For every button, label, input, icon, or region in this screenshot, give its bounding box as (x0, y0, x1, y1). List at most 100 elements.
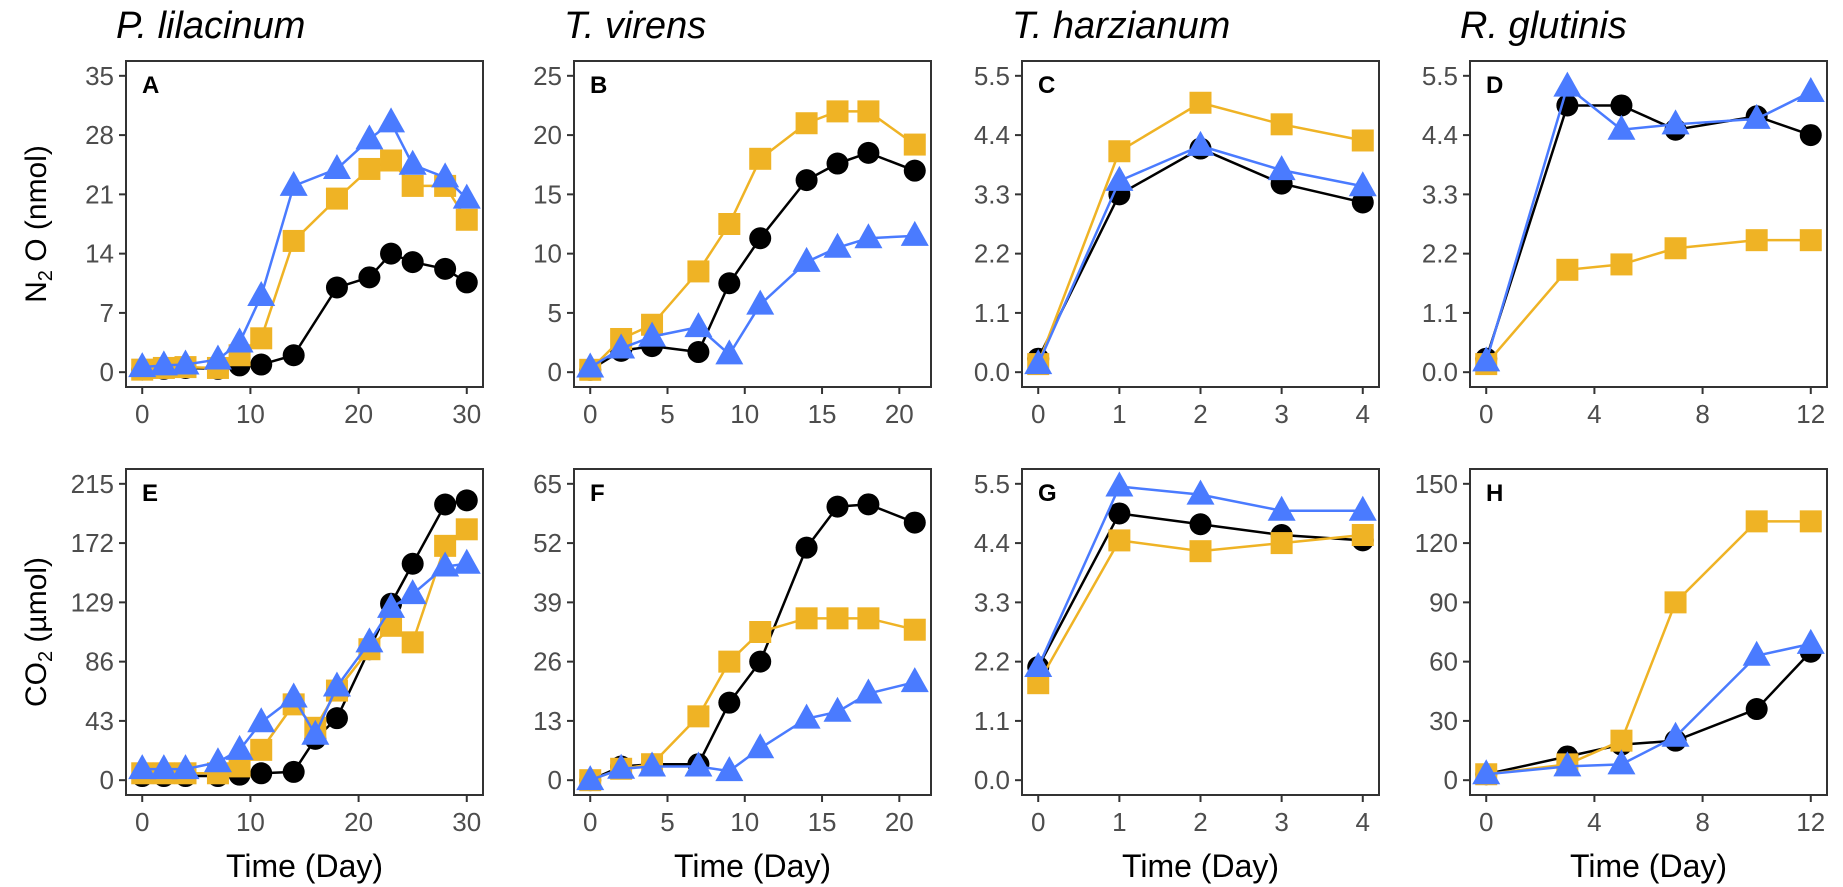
x-tick-label: 4 (1356, 399, 1370, 429)
data-point-circle (749, 650, 772, 673)
data-point-circle (401, 251, 424, 274)
x-axis-label: Time (Day) (226, 848, 383, 884)
data-point-square (282, 229, 305, 252)
data-point-triangle (823, 232, 852, 258)
x-tick-label: 0 (1031, 807, 1045, 837)
series-line-square (589, 110, 916, 371)
y-label-unit: O (nmol) (20, 145, 53, 270)
y-label-subscript: 2 (35, 651, 57, 662)
plot-frame (1469, 468, 1828, 796)
panel-letter: B (590, 72, 607, 99)
x-tick-label: 12 (1796, 807, 1825, 837)
series-line-triangle (1486, 642, 1812, 776)
data-point-square (1270, 113, 1293, 136)
data-point-triangle (1267, 155, 1296, 181)
data-point-circle (1745, 698, 1768, 721)
data-point-square (795, 112, 818, 135)
data-point-triangle (1796, 628, 1825, 654)
data-point-triangle (203, 344, 232, 370)
x-tick-label: 12 (1796, 399, 1825, 429)
data-point-triangle (1661, 109, 1690, 135)
y-tick-label: 5.5 (1422, 61, 1458, 91)
data-point-circle (250, 353, 273, 376)
data-point-circle (325, 707, 348, 730)
data-point-circle (795, 169, 818, 192)
x-tick-label: 1 (1112, 399, 1126, 429)
series-line-triangle (589, 234, 915, 369)
x-tick-label: 20 (885, 807, 914, 837)
data-point-triangle (684, 751, 713, 777)
data-point-square (1351, 129, 1374, 152)
data-point-triangle (684, 312, 713, 338)
y-tick-label: 2.2 (974, 647, 1010, 677)
data-point-square (795, 607, 818, 630)
data-point-triangle (1607, 114, 1636, 140)
data-point-triangle (398, 579, 427, 605)
data-point-triangle (322, 153, 351, 179)
series-line-triangle (1485, 84, 1812, 362)
y-tick-label: 4.4 (974, 120, 1010, 150)
panel-letter: H (1486, 480, 1503, 507)
data-point-square (1108, 529, 1131, 552)
data-point-circle (358, 266, 381, 289)
y-tick-label: 39 (533, 587, 562, 617)
y-tick-label: 0 (1444, 765, 1458, 795)
y-tick-label: 5.5 (974, 469, 1010, 499)
plot-frame (125, 60, 484, 388)
y-tick-label: 20 (533, 120, 562, 150)
data-point-triangle (1742, 103, 1771, 129)
x-tick-label: 8 (1695, 399, 1709, 429)
data-point-triangle (1105, 165, 1134, 191)
data-point-triangle (247, 707, 276, 733)
data-point-triangle (203, 747, 232, 773)
x-tick-label: 10 (730, 807, 759, 837)
data-point-square (1610, 729, 1633, 752)
y-tick-label: 13 (533, 706, 562, 736)
data-point-circle (401, 552, 424, 575)
x-tick-label: 3 (1274, 399, 1288, 429)
y-tick-label: 0 (100, 357, 114, 387)
x-tick-label: 10 (236, 399, 265, 429)
y-label-main: CO (20, 662, 53, 707)
y-tick-label: 35 (85, 61, 114, 91)
data-point-square (718, 213, 741, 235)
data-point-triangle (171, 754, 200, 780)
data-point-circle (687, 341, 710, 364)
x-tick-label: 10 (730, 399, 759, 429)
x-tick-label: 15 (808, 399, 837, 429)
data-point-square (250, 327, 273, 350)
x-tick-label: 2 (1193, 399, 1207, 429)
data-point-square (380, 614, 403, 637)
data-point-circle (380, 242, 403, 265)
data-point-triangle (128, 352, 157, 378)
data-point-triangle (1186, 479, 1215, 505)
data-point-triangle (398, 149, 427, 175)
y-tick-label: 3.3 (1422, 179, 1458, 209)
data-point-square (1745, 229, 1768, 252)
data-point-triangle (715, 339, 744, 365)
data-point-triangle (1024, 652, 1053, 678)
panel-d: 0.0 1.1 2.2 3.3 4.4 5.5 0 4 8 12 D R. glutinis (1422, 5, 1828, 429)
y-tick-label: 1.1 (974, 706, 1010, 736)
data-point-square (749, 621, 772, 643)
data-point-triangle (607, 333, 636, 359)
data-point-square (434, 534, 457, 557)
x-tick-label: 4 (1587, 807, 1601, 837)
x-tick-label: 5 (660, 807, 674, 837)
data-point-triangle (377, 107, 406, 133)
data-point-square (1189, 91, 1212, 114)
data-point-circle (250, 762, 273, 785)
data-point-triangle (279, 682, 308, 708)
data-point-square (358, 157, 381, 180)
data-point-square (1664, 591, 1687, 614)
panel-title: R. glutinis (1460, 5, 1627, 47)
data-point-triangle (452, 548, 481, 574)
data-point-circle (1556, 94, 1579, 117)
data-point-square (826, 607, 849, 630)
x-tick-label: 20 (885, 399, 914, 429)
data-point-circle (282, 760, 305, 783)
data-point-square (1745, 510, 1768, 533)
x-tick-label: 0 (135, 399, 149, 429)
data-point-triangle (355, 627, 384, 653)
data-point-triangle (431, 162, 460, 188)
